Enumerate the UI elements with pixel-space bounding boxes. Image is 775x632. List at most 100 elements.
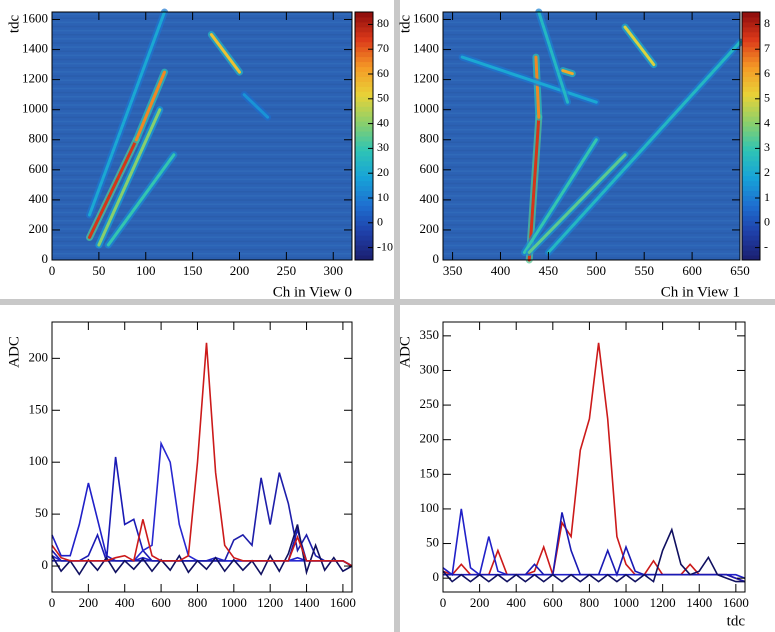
track: [527, 153, 627, 254]
y-tick-label: 200: [420, 221, 440, 236]
colorbar-cell: [355, 86, 373, 92]
colorbar-cell: [355, 210, 373, 216]
colorbar-cell: [742, 195, 760, 201]
colorbar-cell: [742, 51, 760, 58]
x-tick-label: 800: [580, 595, 600, 610]
colorbar-cell: [742, 220, 760, 226]
colorbar-cell: [742, 180, 760, 187]
colorbar-cell: [742, 96, 760, 102]
colorbar-cell: [742, 140, 760, 147]
colorbar-cell: [355, 245, 373, 251]
colorbar-cell: [742, 215, 760, 221]
colorbar-cell: [742, 116, 760, 122]
x-tick-label: 100: [136, 263, 156, 278]
track: [134, 70, 166, 142]
y-tick-label: 800: [29, 131, 49, 146]
colorbar-cell: [742, 36, 760, 43]
colorbar-cell: [355, 91, 373, 97]
plot-frame: [442, 11, 741, 261]
colorbar-tick-label: 4: [764, 115, 770, 129]
colorbar-cell: [742, 150, 760, 157]
colorbar-cell: [355, 215, 373, 221]
colorbar-cell: [742, 175, 760, 182]
colorbar-tick-label: -10: [377, 239, 393, 253]
colorbar-cell: [742, 126, 760, 132]
x-axis-label: tdc: [727, 613, 746, 629]
colorbar-cell: [355, 150, 373, 157]
colorbar-cell: [355, 145, 373, 152]
track: [88, 10, 166, 217]
colorbar-cell: [355, 76, 373, 82]
colorbar-cell: [355, 160, 373, 167]
y-tick-label: 200: [420, 431, 440, 446]
colorbar-cell: [355, 61, 373, 68]
x-tick-label: 1000: [221, 595, 247, 610]
pad-separator: [394, 0, 400, 632]
colorbar-cell: [742, 131, 760, 137]
colorbar-cell: [742, 200, 760, 206]
x-tick-label: 650: [730, 263, 750, 278]
colorbar-cell: [355, 21, 373, 28]
colorbar-cell: [355, 205, 373, 211]
track: [546, 40, 742, 254]
colorbar-cell: [742, 91, 760, 97]
x-tick-label: 0: [440, 595, 447, 610]
colorbar-cell: [742, 145, 760, 152]
colorbar-cell: [355, 235, 373, 241]
x-tick-label: 600: [151, 595, 171, 610]
colorbar-cell: [742, 155, 760, 162]
colorbar-tick-label: 50: [377, 91, 389, 105]
x-tick-label: 200: [230, 263, 250, 278]
waveform: [51, 342, 353, 567]
x-tick-label: 400: [115, 595, 135, 610]
colorbar-cell: [742, 41, 760, 48]
colorbar-cell: [355, 51, 373, 58]
x-tick-label: 0: [49, 595, 56, 610]
colorbar-cell: [355, 56, 373, 63]
colorbar-cell: [742, 76, 760, 82]
y-tick-label: 250: [420, 396, 440, 411]
x-tick-label: 150: [183, 263, 203, 278]
colorbar-cell: [742, 86, 760, 92]
y-tick-label: 100: [29, 453, 49, 468]
colorbar-tick-label: 2: [764, 165, 770, 179]
track: [522, 138, 598, 254]
colorbar-cell: [355, 140, 373, 147]
colorbar-cell: [742, 170, 760, 177]
y-tick-label: 150: [420, 465, 440, 480]
x-tick-label: 550: [634, 263, 654, 278]
x-tick-label: 1000: [613, 595, 639, 610]
x-tick-label: 1600: [723, 595, 749, 610]
y-tick-label: 400: [29, 191, 49, 206]
x-tick-label: 200: [470, 595, 490, 610]
colorbar-tick-label: 60: [377, 66, 389, 80]
colorbar-cell: [355, 111, 373, 117]
colorbar-cell: [355, 250, 373, 256]
colorbar-cell: [742, 160, 760, 167]
colorbar-cell: [355, 71, 373, 77]
x-tick-label: 1400: [294, 595, 320, 610]
y-tick-label: 0: [42, 557, 49, 572]
colorbar-cell: [355, 66, 373, 73]
colorbar-tick-label: 80: [377, 16, 389, 30]
colorbar-cell: [355, 230, 373, 236]
colorbar-tick-label: 8: [764, 16, 770, 30]
x-tick-label: 1200: [650, 595, 676, 610]
y-tick-label: 1200: [413, 71, 439, 86]
track: [209, 33, 241, 74]
colorbar-cell: [742, 185, 760, 192]
y-tick-label: 200: [29, 221, 49, 236]
colorbar-tick-label: 0: [377, 215, 383, 229]
track: [537, 10, 570, 104]
colorbar-cell: [355, 41, 373, 48]
y-axis-label: tdc: [397, 14, 413, 33]
colorbar-cell: [355, 185, 373, 192]
colorbar-cell: [355, 81, 373, 87]
x-tick-label: 800: [188, 595, 208, 610]
colorbar-tick-label: 70: [377, 41, 389, 55]
colorbar-tick-label: 3: [764, 140, 770, 154]
colorbar-cell: [355, 12, 373, 18]
track: [561, 69, 574, 76]
colorbar-cell: [742, 26, 760, 33]
x-tick-label: 400: [491, 263, 511, 278]
